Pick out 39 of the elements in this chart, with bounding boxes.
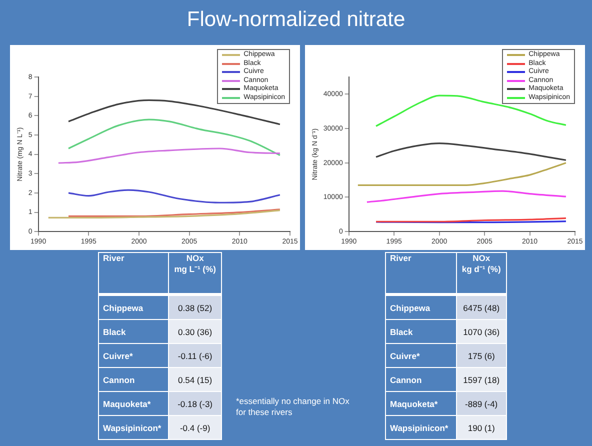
text: -0.18 (-3) [178, 398, 213, 408]
line-series [68, 189, 281, 204]
category-label: Maquoketa* [98, 392, 169, 416]
line-series [48, 210, 281, 218]
text: NOx kg d⁻¹ (%) [456, 252, 506, 294]
line-series [68, 118, 281, 156]
text: 1597 (18) [463, 374, 500, 384]
text: *essentially no change in NOx for these rivers [236, 396, 350, 418]
line-series [366, 190, 567, 203]
text: 0.30 (36) [178, 326, 212, 336]
text: 0.54 (15) [178, 374, 212, 384]
text: -0.4 (-9) [180, 422, 210, 432]
category-label: Cannon [386, 368, 456, 392]
category-label: Cuivre* [386, 344, 456, 368]
category-label: Chippewa [98, 294, 169, 320]
text: -0.11 (-6) [178, 350, 212, 360]
line-series [375, 142, 567, 161]
text: 190 (1) [468, 422, 495, 432]
chart-title: Flow-normalized nitrate [186, 8, 406, 32]
text: River [98, 252, 169, 294]
text: 175 (6) [468, 350, 495, 360]
text: -889 (-4) [465, 398, 498, 408]
category-label: Maquoketa* [386, 392, 456, 416]
line-series [58, 148, 281, 164]
line-series [68, 208, 281, 217]
category-label: Wapsipinicon* [386, 416, 456, 440]
text: 1070 (36) [463, 326, 500, 336]
category-label: Cuivre* [98, 344, 169, 368]
category-label: Black [98, 320, 169, 344]
line-series [68, 99, 281, 126]
text: NOx mg L⁻¹ (%) [168, 252, 222, 294]
line-series [357, 162, 567, 186]
category-label: Black [386, 320, 456, 344]
text: 6475 (48) [463, 302, 500, 312]
text: 0.38 (52) [178, 302, 212, 312]
category-label: Wapsipinicon* [98, 416, 169, 440]
text: River [386, 252, 456, 294]
category-label: Chippewa [386, 294, 456, 320]
category-label: Cannon [98, 368, 169, 392]
